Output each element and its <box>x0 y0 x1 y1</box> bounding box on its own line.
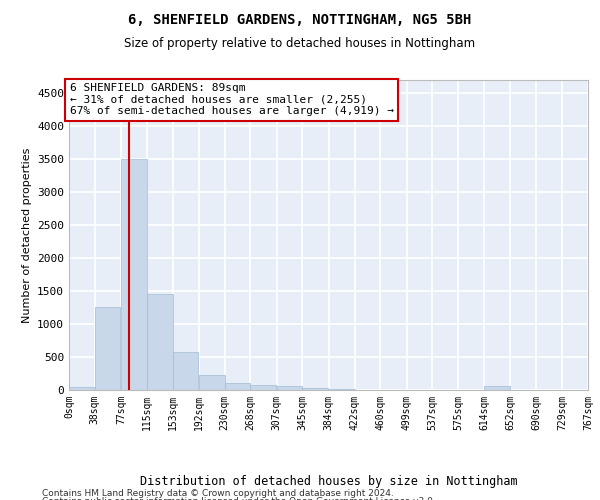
Text: Distribution of detached houses by size in Nottingham: Distribution of detached houses by size … <box>140 474 518 488</box>
Text: 6 SHENFIELD GARDENS: 89sqm
← 31% of detached houses are smaller (2,255)
67% of s: 6 SHENFIELD GARDENS: 89sqm ← 31% of deta… <box>70 84 394 116</box>
Bar <box>250 385 276 390</box>
Bar <box>95 307 121 390</box>
Y-axis label: Number of detached properties: Number of detached properties <box>22 148 32 322</box>
Bar <box>121 159 147 390</box>
Text: Contains public sector information licensed under the Open Government Licence v3: Contains public sector information licen… <box>42 497 436 500</box>
Bar <box>484 386 510 390</box>
Text: Size of property relative to detached houses in Nottingham: Size of property relative to detached ho… <box>124 38 476 51</box>
Bar <box>277 386 302 390</box>
Bar <box>69 386 95 390</box>
Bar <box>329 388 355 390</box>
Bar <box>224 382 250 390</box>
Bar <box>147 294 173 390</box>
Text: 6, SHENFIELD GARDENS, NOTTINGHAM, NG5 5BH: 6, SHENFIELD GARDENS, NOTTINGHAM, NG5 5B… <box>128 12 472 26</box>
Bar <box>302 388 328 390</box>
Bar <box>173 352 198 390</box>
Bar <box>199 376 224 390</box>
Text: Contains HM Land Registry data © Crown copyright and database right 2024.: Contains HM Land Registry data © Crown c… <box>42 488 394 498</box>
